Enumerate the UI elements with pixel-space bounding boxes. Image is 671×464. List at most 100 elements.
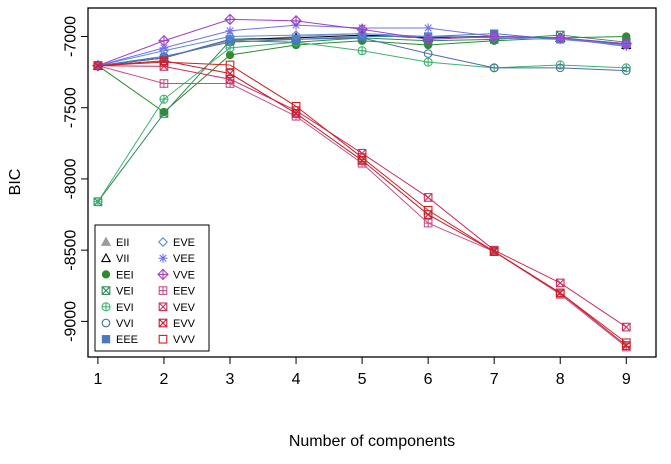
y-tick-label: -9000: [63, 301, 80, 342]
legend-symbol-evi: [101, 302, 111, 312]
series-layer: [92, 13, 633, 352]
point-vvi-9: [621, 66, 631, 76]
legend-label: EEV: [173, 286, 196, 298]
legend-label: EEE: [116, 334, 138, 346]
series-evi: [93, 37, 631, 207]
legend-label: VVE: [173, 269, 195, 281]
y-tick-label: -8000: [63, 158, 80, 199]
series-vvv: [93, 57, 631, 348]
axes-layer: 1 2 3 4 5 6 7 8 9 -7000 -7500 -8000 -8500 -9000: [63, 16, 631, 388]
legend-label: EEI: [116, 269, 134, 281]
legend-symbol-vvv: [158, 334, 168, 344]
point-vve-3: [224, 13, 236, 26]
point-vvv-1: [93, 61, 103, 71]
x-tick-label: 4: [292, 371, 301, 388]
legend-symbol-eee: [101, 335, 111, 344]
point-vvv-6: [423, 205, 433, 215]
point-vvi-6: [423, 49, 433, 58]
legend-label: EVI: [116, 302, 134, 314]
legend-label: VEV: [173, 302, 196, 314]
point-eev-6: [423, 218, 433, 228]
point-vei-2: [159, 109, 169, 118]
point-vve-9: [620, 37, 633, 50]
legend-item-vee: VEE: [158, 253, 195, 265]
legend-item-eei: EEI: [101, 269, 134, 281]
legend-symbol-vvi: [101, 318, 111, 328]
legend-label: VVI: [116, 318, 134, 330]
point-eve-4: [291, 30, 302, 41]
legend-item-eev: EEV: [158, 286, 196, 298]
point-vvv-5: [357, 153, 367, 162]
legend-label: EVV: [173, 318, 196, 330]
point-eei-3: [225, 50, 235, 60]
point-vee-6: [423, 23, 433, 33]
point-vev-6: [423, 193, 433, 202]
series-line-vei: [97, 34, 627, 203]
legend: EII VII EEI VEI EVI VVI EEE EVE VEE VVE EEV VEV EVV V…: [94, 224, 210, 352]
point-evv-3: [225, 69, 235, 78]
legend-item-evi: EVI: [101, 302, 134, 314]
legend-label: EII: [116, 237, 129, 249]
y-tick-label: -8500: [63, 230, 80, 271]
point-vve-2: [158, 34, 170, 47]
legend-label: EVE: [173, 237, 195, 249]
legend-item-eee: EEE: [101, 334, 138, 346]
point-evi-5: [357, 46, 367, 56]
y-tick-label: -7500: [63, 87, 80, 128]
point-evi-6: [423, 57, 433, 67]
point-eev-2: [159, 79, 169, 88]
legend-item-vev: VEV: [158, 302, 196, 314]
x-tick-label: 5: [358, 371, 367, 388]
x-tick-label: 2: [160, 371, 169, 388]
point-evi-3: [225, 43, 235, 53]
legend-label: VEE: [173, 253, 195, 265]
point-vvv-9: [621, 338, 631, 348]
point-evi-1: [93, 197, 103, 207]
x-tick-label: 1: [93, 371, 102, 388]
point-eve-3: [225, 31, 235, 42]
legend-symbol-vee: [158, 253, 168, 263]
legend-symbol-vii: [100, 252, 112, 263]
legend-symbol-vve: [157, 268, 169, 281]
legend-box: [94, 224, 210, 352]
legend-item-vii: VII: [100, 252, 129, 265]
point-vve-8: [554, 32, 567, 44]
x-tick-label: 9: [622, 371, 631, 388]
legend-item-vve: VVE: [157, 268, 195, 281]
series-line-vvv: [97, 61, 627, 344]
point-vve-6: [422, 33, 434, 46]
x-tick-label: 3: [226, 371, 235, 388]
legend-symbol-eve: [158, 237, 168, 247]
legend-symbol-evv: [158, 318, 168, 328]
point-vve-5: [356, 23, 368, 36]
legend-label: VVV: [173, 334, 196, 346]
series-line-evi: [97, 41, 627, 203]
point-vvv-2: [159, 57, 169, 67]
legend-label: VEI: [116, 286, 134, 298]
point-vvi-7: [489, 63, 499, 73]
point-vve-7: [488, 30, 500, 43]
point-eee-3: [225, 35, 235, 44]
legend-symbol-eii: [100, 236, 112, 246]
point-vvv-3: [225, 60, 235, 70]
point-vvv-8: [555, 288, 565, 298]
point-vee-3: [225, 26, 235, 36]
point-vev-8: [555, 278, 565, 288]
point-vvv-4: [291, 101, 301, 111]
x-tick-label: 7: [490, 371, 499, 388]
legend-item-eii: EII: [100, 236, 129, 249]
point-vvv-7: [489, 247, 499, 256]
point-vvi-8: [555, 63, 565, 73]
legend-symbol-eei: [101, 270, 111, 279]
point-vve-4: [290, 15, 302, 27]
y-tick-label: -7000: [63, 16, 80, 57]
legend-item-vvi: VVI: [101, 318, 134, 330]
x-tick-label: 8: [556, 371, 565, 388]
plot-frame: [87, 7, 657, 358]
legend-symbol-eev: [158, 286, 168, 295]
point-eve-2: [158, 45, 169, 56]
legend-item-vei: VEI: [101, 286, 134, 298]
legend-item-eve: EVE: [158, 237, 195, 249]
x-axis-title: Number of components: [289, 433, 455, 450]
legend-item-evv: EVV: [158, 318, 196, 330]
